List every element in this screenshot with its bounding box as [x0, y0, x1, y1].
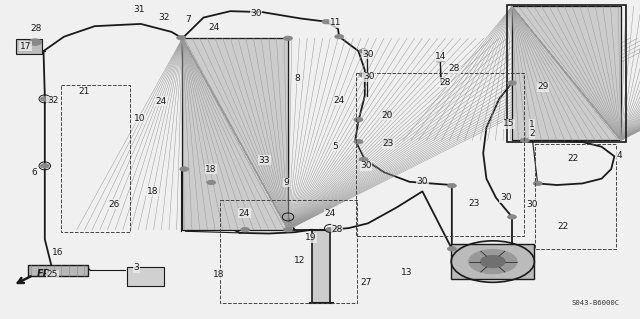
Circle shape — [359, 157, 368, 162]
Text: 1: 1 — [529, 120, 534, 129]
Text: 4: 4 — [617, 151, 622, 160]
Text: 19: 19 — [305, 233, 317, 242]
Text: 16: 16 — [52, 248, 63, 256]
Circle shape — [40, 97, 49, 101]
Circle shape — [508, 81, 516, 85]
Circle shape — [29, 39, 42, 45]
Circle shape — [359, 49, 368, 53]
Text: 21: 21 — [79, 87, 90, 96]
Text: 30: 30 — [527, 200, 538, 209]
Text: 30: 30 — [360, 161, 372, 170]
Circle shape — [241, 227, 250, 232]
Text: 30: 30 — [417, 177, 428, 186]
Circle shape — [284, 36, 292, 41]
Bar — [507, 5, 626, 142]
Text: 22: 22 — [557, 222, 569, 231]
Text: 31: 31 — [134, 5, 145, 14]
Text: 30: 30 — [362, 50, 374, 59]
Text: 9: 9 — [284, 178, 289, 187]
Text: 24: 24 — [239, 209, 250, 218]
Circle shape — [383, 111, 392, 115]
Text: S043-B6000C: S043-B6000C — [572, 300, 620, 306]
Text: 14: 14 — [435, 52, 447, 61]
Text: 18: 18 — [147, 187, 158, 196]
Text: 24: 24 — [333, 96, 345, 105]
Circle shape — [354, 117, 363, 122]
Circle shape — [383, 140, 392, 144]
Bar — [535, 144, 616, 249]
Circle shape — [322, 19, 331, 24]
Circle shape — [480, 255, 506, 268]
Text: 15: 15 — [503, 119, 515, 128]
Circle shape — [468, 249, 517, 274]
Bar — [451, 244, 534, 279]
Text: 26: 26 — [108, 200, 120, 209]
Circle shape — [508, 215, 516, 219]
Bar — [356, 73, 524, 236]
Circle shape — [40, 164, 49, 168]
Text: 12: 12 — [294, 256, 305, 265]
Text: 29: 29 — [537, 82, 548, 91]
Text: 27: 27 — [360, 278, 372, 287]
Circle shape — [333, 227, 342, 231]
Text: 17: 17 — [20, 42, 31, 51]
Text: 28: 28 — [31, 24, 42, 33]
Circle shape — [177, 35, 186, 40]
Bar — [220, 200, 357, 303]
Circle shape — [284, 227, 292, 232]
Text: 8: 8 — [295, 74, 300, 83]
Text: 32: 32 — [158, 13, 170, 22]
Text: 3: 3 — [134, 263, 139, 272]
Circle shape — [180, 167, 189, 171]
Text: 24: 24 — [324, 209, 335, 218]
Text: 24: 24 — [209, 23, 220, 32]
Text: 23: 23 — [468, 199, 480, 208]
Text: 5: 5 — [333, 142, 338, 151]
Text: 18: 18 — [212, 271, 224, 279]
Circle shape — [354, 139, 363, 144]
Circle shape — [207, 180, 216, 185]
Text: 7: 7 — [186, 15, 191, 24]
Text: 33: 33 — [259, 156, 270, 165]
Bar — [127, 267, 164, 286]
Text: 24: 24 — [156, 97, 167, 106]
Text: 20: 20 — [381, 111, 393, 120]
Bar — [182, 38, 288, 230]
Text: 28: 28 — [449, 64, 460, 73]
Text: 28: 28 — [332, 225, 343, 234]
Circle shape — [447, 183, 456, 188]
Text: 23: 23 — [383, 139, 394, 148]
Text: 25: 25 — [47, 271, 58, 279]
Bar — [312, 230, 330, 303]
Bar — [16, 39, 42, 54]
Text: 28: 28 — [439, 78, 451, 87]
Text: 13: 13 — [401, 268, 412, 277]
Circle shape — [326, 227, 335, 232]
Circle shape — [447, 247, 456, 251]
Text: 30: 30 — [363, 72, 374, 81]
Text: FR.: FR. — [37, 269, 55, 279]
Bar — [28, 265, 88, 276]
Text: 32: 32 — [47, 96, 58, 105]
Text: 10: 10 — [134, 114, 145, 122]
Bar — [61, 85, 130, 232]
Text: 11: 11 — [330, 19, 341, 27]
Circle shape — [359, 73, 368, 77]
Bar — [512, 6, 621, 140]
Text: 18: 18 — [205, 165, 217, 174]
Text: 2: 2 — [529, 130, 534, 138]
Text: 30: 30 — [250, 9, 262, 18]
Text: 30: 30 — [500, 193, 511, 202]
Circle shape — [520, 138, 529, 143]
Text: 6: 6 — [32, 168, 37, 177]
Text: 22: 22 — [567, 154, 579, 163]
Circle shape — [533, 181, 542, 186]
Circle shape — [335, 34, 344, 39]
